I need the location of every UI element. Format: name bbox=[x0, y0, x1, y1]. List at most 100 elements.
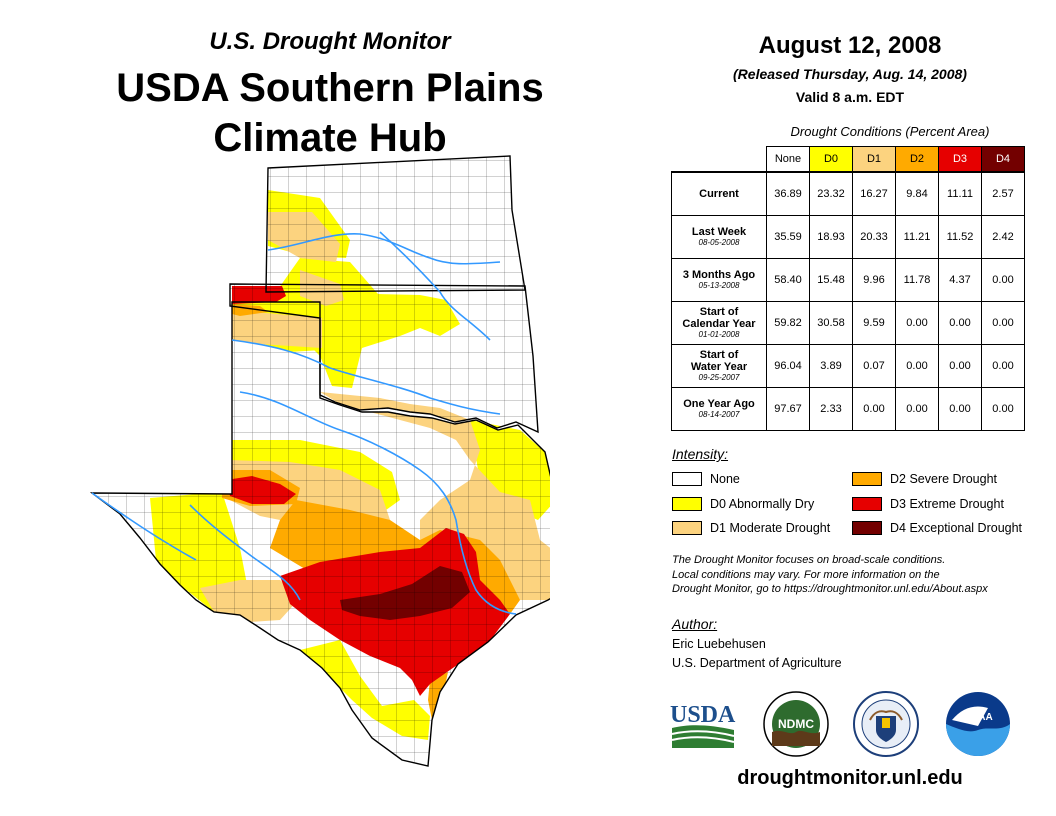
row-date: 08-05-2008 bbox=[698, 238, 740, 247]
table-header-row: None D0 D1 D2 D3 D4 bbox=[671, 146, 1025, 173]
disclaimer-line: Drought Monitor, go to https://droughtmo… bbox=[672, 583, 988, 595]
table-cell: 23.32 bbox=[809, 171, 853, 216]
table-cell: 11.78 bbox=[895, 258, 939, 302]
legend-label: D3 Extreme Drought bbox=[890, 497, 1004, 511]
table-cell: 36.89 bbox=[766, 171, 810, 216]
row-label-line1: Start of bbox=[699, 349, 739, 361]
legend-swatch bbox=[852, 497, 882, 511]
map-title-line1: USDA Southern Plains bbox=[116, 66, 544, 110]
legend-swatch bbox=[672, 472, 702, 486]
legend-item: D1 Moderate Drought bbox=[672, 520, 830, 536]
report-date: August 12, 2008 bbox=[758, 32, 942, 59]
table-cell: 2.42 bbox=[981, 215, 1025, 259]
column-header-d0: D0 bbox=[809, 146, 853, 173]
table-cell: 9.96 bbox=[852, 258, 896, 302]
state-boundaries bbox=[89, 155, 550, 767]
row-label: One Year Ago 08-14-2007 bbox=[671, 387, 767, 431]
table-cell: 11.21 bbox=[895, 215, 939, 259]
legend-label: D1 Moderate Drought bbox=[710, 521, 831, 535]
svg-text:NDMC: NDMC bbox=[778, 717, 814, 731]
legend-label: D4 Exceptional Drought bbox=[890, 521, 1023, 535]
commerce-seal-logo bbox=[853, 691, 919, 757]
row-date: 05-13-2008 bbox=[698, 281, 740, 290]
legend-item: D2 Severe Drought bbox=[852, 471, 997, 487]
row-date: 01-01-2008 bbox=[698, 330, 740, 339]
table-cell: 0.00 bbox=[938, 344, 982, 388]
table-cell: 16.27 bbox=[852, 171, 896, 216]
table-corner bbox=[671, 146, 767, 173]
release-date: (Released Thursday, Aug. 14, 2008) bbox=[733, 66, 967, 82]
table-cell: 9.59 bbox=[852, 301, 896, 345]
table-cell: 11.52 bbox=[938, 215, 982, 259]
row-label: Last Week 08-05-2008 bbox=[671, 215, 767, 259]
row-label-line2: Water Year bbox=[690, 361, 748, 373]
usda-logo: USDA bbox=[670, 702, 736, 748]
table-cell: 11.11 bbox=[938, 171, 982, 216]
column-header-d4: D4 bbox=[981, 146, 1025, 173]
kansas-outline bbox=[265, 155, 526, 293]
legend-item: D3 Extreme Drought bbox=[852, 496, 1004, 512]
row-label: Start of Calendar Year 01-01-2008 bbox=[671, 301, 767, 345]
map-subtitle: U.S. Drought Monitor bbox=[209, 28, 451, 55]
table-row: Start of Water Year 09-25-2007 96.04 3.89 0.0… bbox=[671, 344, 1025, 388]
row-date: 09-25-2007 bbox=[698, 373, 740, 382]
table-cell: 4.37 bbox=[938, 258, 982, 302]
table-cell: 96.04 bbox=[766, 344, 810, 388]
table-cell: 0.00 bbox=[981, 344, 1025, 388]
map-title-line2: Climate Hub bbox=[213, 116, 447, 160]
table-cell: 0.00 bbox=[938, 301, 982, 345]
row-label-line1: One Year Ago bbox=[683, 398, 755, 410]
table-cell: 15.48 bbox=[809, 258, 853, 302]
legend-label: D2 Severe Drought bbox=[890, 472, 998, 486]
county-boundaries bbox=[92, 156, 550, 766]
table-cell: 0.00 bbox=[981, 258, 1025, 302]
table-row: 3 Months Ago 05-13-2008 58.40 15.48 9.96 11.7… bbox=[671, 258, 1025, 302]
valid-time: Valid 8 a.m. EDT bbox=[795, 89, 905, 105]
table-row: Start of Calendar Year 01-01-2008 59.82 30.5… bbox=[671, 301, 1025, 345]
legend-item: D0 Abnormally Dry bbox=[672, 496, 814, 512]
row-label-line1: 3 Months Ago bbox=[682, 269, 756, 281]
conditions-caption: Drought Conditions (Percent Area) bbox=[790, 124, 990, 139]
table-cell: 58.40 bbox=[766, 258, 810, 302]
author-name: Eric Luebehusen bbox=[672, 637, 766, 651]
disclaimer-text: The Drought Monitor focuses on broad-sca… bbox=[672, 553, 1042, 597]
row-label: 3 Months Ago 05-13-2008 bbox=[671, 258, 767, 302]
legend-label: D0 Abnormally Dry bbox=[710, 497, 815, 511]
table-cell: 0.00 bbox=[895, 387, 939, 431]
table-cell: 2.57 bbox=[981, 171, 1025, 216]
table-cell: 0.07 bbox=[852, 344, 896, 388]
table-cell: 3.89 bbox=[809, 344, 853, 388]
row-label-line1: Current bbox=[699, 188, 739, 200]
table-cell: 0.00 bbox=[981, 387, 1025, 431]
author-heading: Author: bbox=[672, 616, 718, 632]
disclaimer-line: Local conditions may vary. For more info… bbox=[672, 568, 940, 581]
table-cell: 97.67 bbox=[766, 387, 810, 431]
legend-swatch bbox=[852, 472, 882, 486]
legend-swatch bbox=[852, 521, 882, 535]
table-cell: 35.59 bbox=[766, 215, 810, 259]
drought-map bbox=[89, 155, 550, 767]
table-cell: 18.93 bbox=[809, 215, 853, 259]
table-cell: 30.58 bbox=[809, 301, 853, 345]
texas-outline bbox=[89, 301, 550, 767]
row-label: Current bbox=[671, 171, 767, 216]
table-cell: 20.33 bbox=[852, 215, 896, 259]
table-row: Current 36.89 23.32 16.27 9.84 11.11 2.57 bbox=[671, 171, 1025, 216]
row-date: 08-14-2007 bbox=[698, 410, 740, 419]
table-cell: 0.00 bbox=[895, 301, 939, 345]
table-row: Last Week 08-05-2008 35.59 18.93 20.33 11.21 1… bbox=[671, 215, 1025, 259]
legend-swatch bbox=[672, 521, 702, 535]
table-cell: 59.82 bbox=[766, 301, 810, 345]
column-header-d1: D1 bbox=[852, 146, 896, 173]
row-label: Start of Water Year 09-25-2007 bbox=[671, 344, 767, 388]
table-cell: 2.33 bbox=[809, 387, 853, 431]
table-cell: 9.84 bbox=[895, 171, 939, 216]
table-cell: 0.00 bbox=[938, 387, 982, 431]
legend-item: None bbox=[672, 471, 740, 487]
column-header-none: None bbox=[766, 146, 810, 173]
row-label-line2: Calendar Year bbox=[682, 318, 756, 330]
row-label-line1: Start of bbox=[699, 306, 739, 318]
ndmc-logo: NDMC bbox=[763, 691, 829, 757]
disclaimer-line: The Drought Monitor focuses on broad-sca… bbox=[672, 554, 946, 566]
website-link[interactable]: droughtmonitor.unl.edu bbox=[737, 767, 963, 789]
